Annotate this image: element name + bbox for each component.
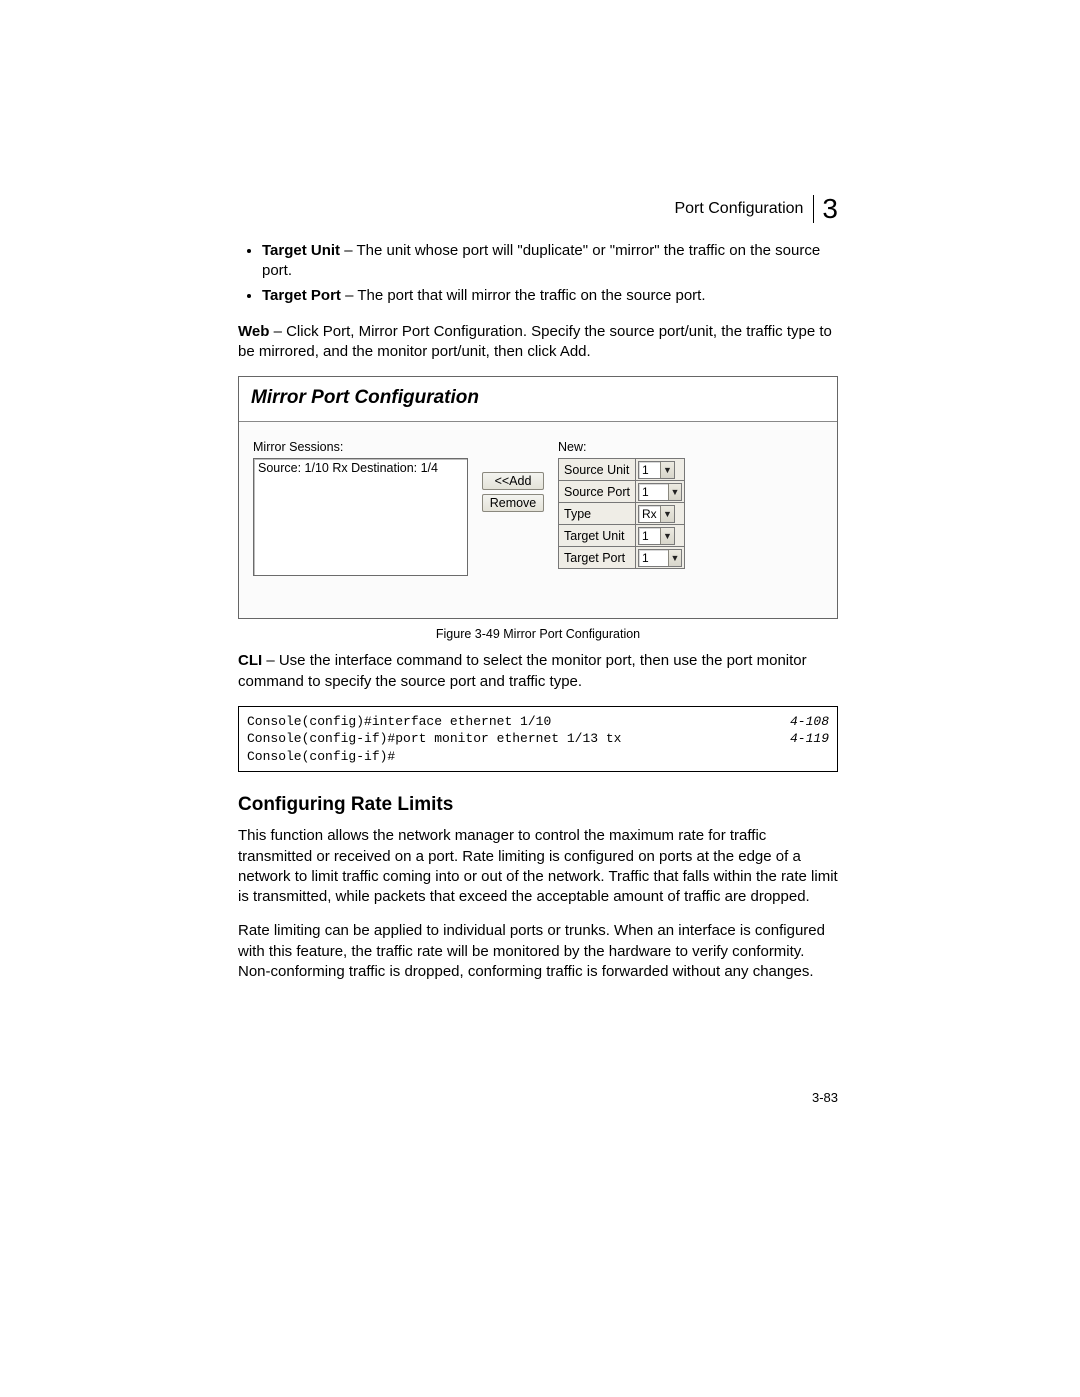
field-label: Source Port bbox=[559, 481, 636, 503]
lead: CLI bbox=[238, 652, 262, 669]
table-row: Source Port 1 ▼ bbox=[559, 481, 685, 503]
figure-title: Mirror Port Configuration bbox=[251, 387, 479, 408]
code-line: Console(config-if)#port monitor ethernet… bbox=[247, 730, 829, 748]
code-line: Console(config-if)# bbox=[247, 748, 829, 766]
field-label: Source Unit bbox=[559, 459, 636, 481]
field-label: Target Unit bbox=[559, 525, 636, 547]
table-row: Target Port 1 ▼ bbox=[559, 547, 685, 569]
definition-text: – The port that will mirror the traffic … bbox=[341, 287, 706, 304]
definition-list: Target Unit – The unit whose port will "… bbox=[238, 241, 838, 306]
code-text: Console(config-if)#port monitor ethernet… bbox=[247, 730, 621, 748]
add-button[interactable]: <<Add bbox=[482, 472, 544, 490]
code-ref: 4-119 bbox=[790, 730, 829, 748]
source-unit-select[interactable]: 1 ▼ bbox=[638, 461, 675, 479]
table-row: Source Unit 1 ▼ bbox=[559, 459, 685, 481]
page-header: Port Configuration 3 bbox=[238, 195, 838, 223]
chevron-down-icon: ▼ bbox=[660, 506, 674, 522]
remove-button[interactable]: Remove bbox=[482, 494, 544, 512]
session-entry[interactable]: Source: 1/10 Rx Destination: 1/4 bbox=[258, 461, 463, 475]
code-line: Console(config)#interface ethernet 1/10 … bbox=[247, 713, 829, 731]
chevron-down-icon: ▼ bbox=[668, 550, 681, 566]
definition-text: – The unit whose port will "duplicate" o… bbox=[262, 242, 820, 279]
sessions-label: Mirror Sessions: bbox=[253, 440, 468, 454]
target-port-select[interactable]: 1 ▼ bbox=[638, 549, 682, 567]
rate-paragraph-2: Rate limiting can be applied to individu… bbox=[238, 921, 838, 982]
code-ref: 4-108 bbox=[790, 713, 829, 731]
new-label: New: bbox=[558, 440, 685, 454]
source-port-select[interactable]: 1 ▼ bbox=[638, 483, 682, 501]
web-paragraph: Web – Click Port, Mirror Port Configurat… bbox=[238, 322, 838, 363]
mirror-sessions-listbox[interactable]: Source: 1/10 Rx Destination: 1/4 bbox=[253, 458, 468, 576]
field-label: Target Port bbox=[559, 547, 636, 569]
list-item: Target Port – The port that will mirror … bbox=[262, 286, 838, 306]
target-unit-select[interactable]: 1 ▼ bbox=[638, 527, 675, 545]
code-text: Console(config)#interface ethernet 1/10 bbox=[247, 713, 551, 731]
list-item: Target Unit – The unit whose port will "… bbox=[262, 241, 838, 282]
chevron-down-icon: ▼ bbox=[668, 484, 681, 500]
page-number: 3-83 bbox=[238, 1090, 838, 1105]
figure-title-bar: Mirror Port Configuration bbox=[239, 377, 837, 422]
cli-paragraph: CLI – Use the interface command to selec… bbox=[238, 651, 838, 692]
table-row: Target Unit 1 ▼ bbox=[559, 525, 685, 547]
term: Target Port bbox=[262, 287, 341, 304]
chevron-down-icon: ▼ bbox=[660, 528, 674, 544]
body-text: – Click Port, Mirror Port Configuration.… bbox=[238, 323, 832, 360]
cli-code-block: Console(config)#interface ethernet 1/10 … bbox=[238, 706, 838, 773]
code-text: Console(config-if)# bbox=[247, 748, 395, 766]
lead: Web bbox=[238, 323, 269, 340]
header-label: Port Configuration bbox=[674, 200, 803, 218]
chevron-down-icon: ▼ bbox=[660, 462, 674, 478]
type-select[interactable]: Rx ▼ bbox=[638, 505, 675, 523]
new-session-form: Source Unit 1 ▼ Source Port 1 bbox=[558, 458, 685, 569]
rate-paragraph-1: This function allows the network manager… bbox=[238, 826, 838, 907]
body-text: – Use the interface command to select th… bbox=[238, 652, 807, 689]
chapter-number: 3 bbox=[813, 195, 838, 223]
section-heading: Configuring Rate Limits bbox=[238, 794, 838, 816]
figure-mirror-port-config: Mirror Port Configuration Mirror Session… bbox=[238, 376, 838, 619]
term: Target Unit bbox=[262, 242, 340, 259]
field-label: Type bbox=[559, 503, 636, 525]
figure-caption: Figure 3-49 Mirror Port Configuration bbox=[238, 627, 838, 641]
table-row: Type Rx ▼ bbox=[559, 503, 685, 525]
